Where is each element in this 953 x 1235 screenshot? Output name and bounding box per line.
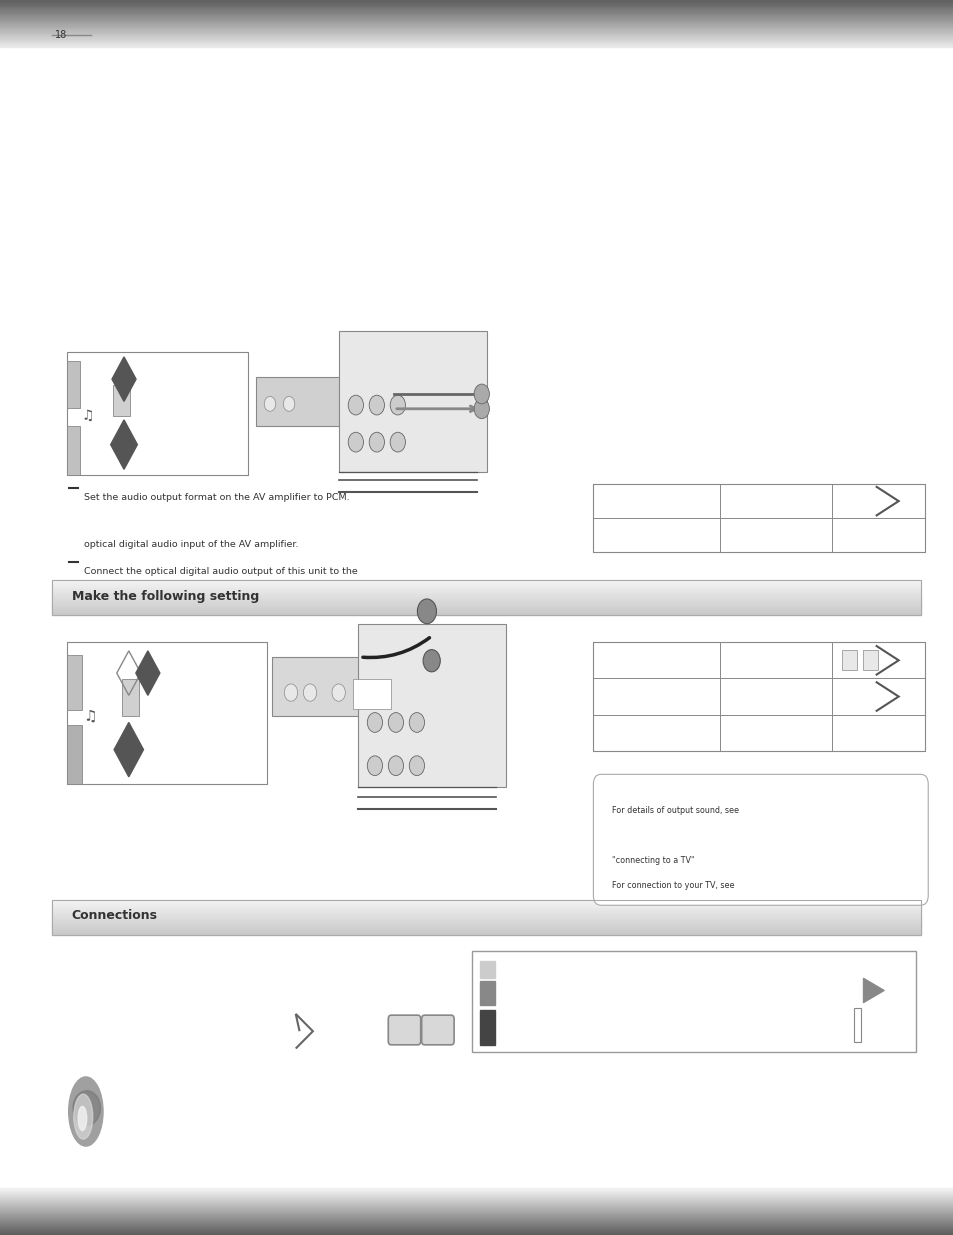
Bar xyxy=(52,900,920,935)
Circle shape xyxy=(303,684,316,701)
Text: Set the audio output format on the AV amplifier to PCM.: Set the audio output format on the AV am… xyxy=(84,493,349,501)
Circle shape xyxy=(388,756,403,776)
Polygon shape xyxy=(135,651,160,695)
Circle shape xyxy=(284,684,297,701)
Polygon shape xyxy=(111,420,137,469)
FancyBboxPatch shape xyxy=(421,1015,454,1045)
Bar xyxy=(479,961,495,978)
Bar xyxy=(67,655,82,710)
Bar xyxy=(67,426,80,475)
Text: For details of output sound, see: For details of output sound, see xyxy=(612,806,739,815)
Text: For connection to your TV, see: For connection to your TV, see xyxy=(612,881,734,889)
Circle shape xyxy=(388,713,403,732)
Bar xyxy=(122,679,139,716)
FancyBboxPatch shape xyxy=(593,774,927,905)
Circle shape xyxy=(409,756,424,776)
Circle shape xyxy=(409,713,424,732)
Ellipse shape xyxy=(69,1077,103,1146)
Text: 18: 18 xyxy=(55,30,68,40)
Bar xyxy=(841,651,857,671)
Bar xyxy=(862,651,878,671)
Bar xyxy=(112,385,130,416)
Circle shape xyxy=(422,650,439,672)
Circle shape xyxy=(367,756,382,776)
Circle shape xyxy=(474,399,489,419)
Bar xyxy=(255,377,379,426)
Bar xyxy=(853,1008,861,1042)
FancyBboxPatch shape xyxy=(388,1015,420,1045)
Bar xyxy=(67,361,80,408)
Bar xyxy=(593,642,924,751)
Circle shape xyxy=(348,395,363,415)
Bar xyxy=(52,580,920,615)
Polygon shape xyxy=(112,357,136,401)
Bar xyxy=(338,331,486,472)
Bar xyxy=(272,657,410,716)
Text: Make the following setting: Make the following setting xyxy=(71,589,258,603)
Bar xyxy=(479,981,495,1005)
Text: optical digital audio input of the AV amplifier.: optical digital audio input of the AV am… xyxy=(84,540,298,548)
Polygon shape xyxy=(862,978,883,1003)
Text: "connecting to a TV": "connecting to a TV" xyxy=(612,856,695,864)
Ellipse shape xyxy=(72,1091,100,1125)
Text: ♫: ♫ xyxy=(83,709,96,724)
Circle shape xyxy=(367,713,382,732)
Ellipse shape xyxy=(73,1094,92,1139)
Bar xyxy=(67,352,248,475)
Circle shape xyxy=(283,396,294,411)
Bar xyxy=(67,725,82,784)
Circle shape xyxy=(348,432,363,452)
Text: Connect the optical digital audio output of this unit to the: Connect the optical digital audio output… xyxy=(84,567,357,576)
Circle shape xyxy=(390,432,405,452)
Bar xyxy=(593,484,924,552)
Bar xyxy=(472,951,915,1052)
Polygon shape xyxy=(114,722,143,777)
Bar xyxy=(357,624,505,787)
Circle shape xyxy=(332,684,345,701)
Circle shape xyxy=(369,432,384,452)
Bar xyxy=(479,1010,495,1045)
Text: Connections: Connections xyxy=(71,909,157,923)
Circle shape xyxy=(390,395,405,415)
Circle shape xyxy=(416,599,436,624)
Bar xyxy=(67,642,267,784)
Ellipse shape xyxy=(78,1107,87,1130)
Circle shape xyxy=(474,384,489,404)
Circle shape xyxy=(369,395,384,415)
Text: ♫: ♫ xyxy=(81,409,93,424)
Circle shape xyxy=(264,396,275,411)
Bar xyxy=(353,679,391,709)
